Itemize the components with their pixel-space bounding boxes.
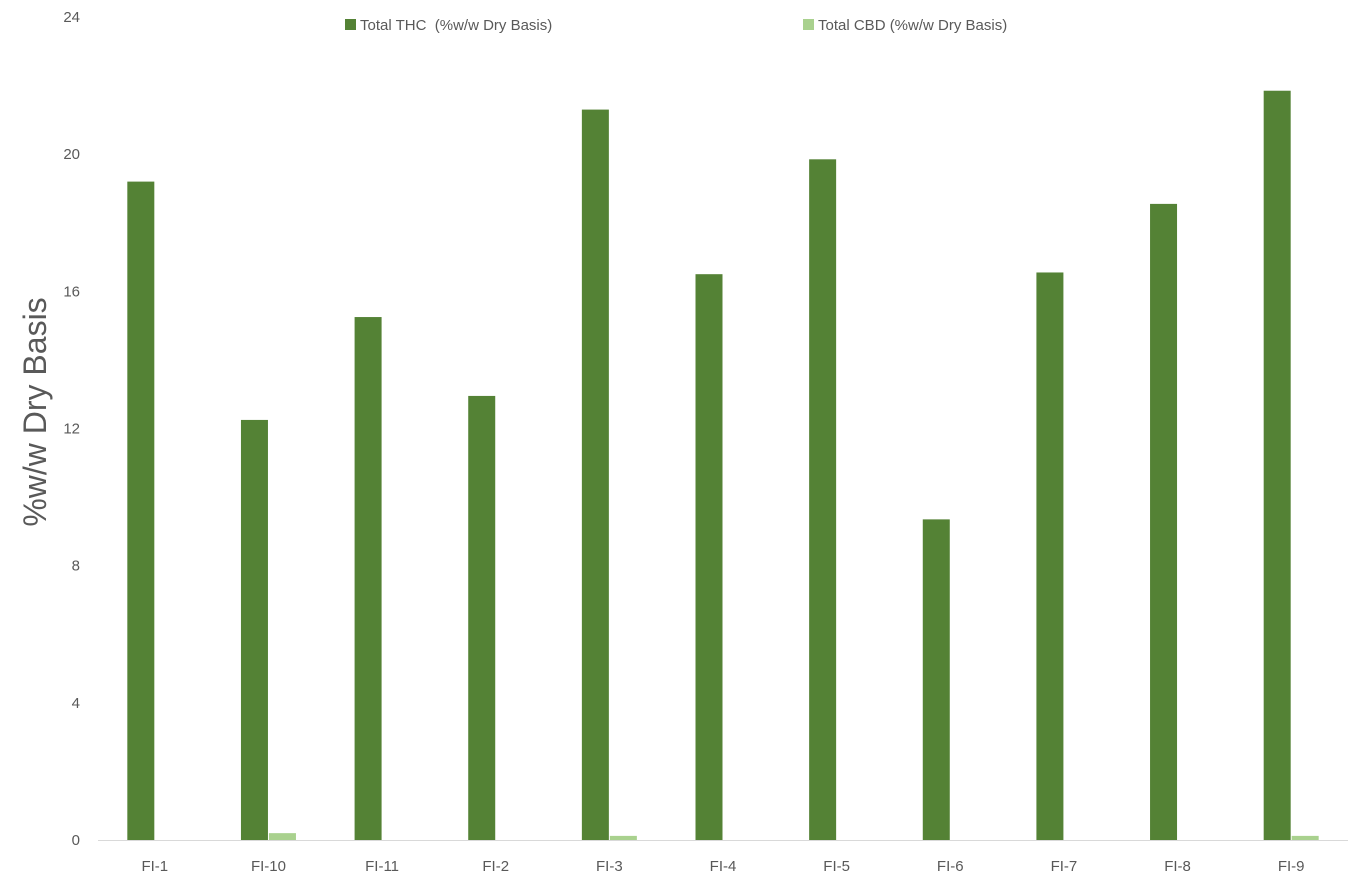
chart-legend: Total THC (%w/w Dry Basis) Total CBD (%w… bbox=[345, 17, 1007, 34]
y-tick-label: 8 bbox=[72, 558, 80, 575]
x-tick-label: FI-8 bbox=[1164, 858, 1191, 875]
bar-thc bbox=[581, 109, 609, 840]
bar-cbd bbox=[1291, 835, 1319, 840]
bar-cbd bbox=[268, 833, 296, 840]
bar-thc bbox=[354, 317, 382, 840]
y-tick-label: 20 bbox=[63, 146, 80, 163]
bar-thc bbox=[695, 274, 723, 840]
bar-thc bbox=[809, 159, 837, 840]
y-tick-label: 24 bbox=[63, 9, 80, 26]
x-tick-label: FI-9 bbox=[1278, 858, 1305, 875]
y-tick-label: 4 bbox=[72, 695, 80, 712]
bar-thc bbox=[1150, 203, 1178, 840]
x-tick-label: FI-3 bbox=[596, 858, 623, 875]
x-tick-label: FI-5 bbox=[823, 858, 850, 875]
y-tick-label: 0 bbox=[72, 832, 80, 849]
y-axis-ticks: 0 4 8 12 16 20 24 bbox=[63, 9, 80, 849]
x-tick-label: FI-10 bbox=[251, 858, 286, 875]
x-axis-ticks: FI-1 FI-10 FI-11 FI-2 FI-3 FI-4 FI-5 FI-6 FI-7 FI… bbox=[141, 858, 1304, 875]
bar-thc bbox=[127, 181, 155, 841]
bar-cbd bbox=[609, 835, 637, 840]
x-tick-label: FI-11 bbox=[365, 858, 399, 875]
bar-thc bbox=[468, 395, 496, 840]
y-tick-label: 16 bbox=[63, 283, 80, 300]
bar-thc bbox=[240, 419, 268, 840]
x-tick-label: FI-2 bbox=[482, 858, 509, 875]
y-axis-title: %w/w Dry Basis bbox=[17, 297, 53, 526]
x-tick-label: FI-1 bbox=[141, 858, 168, 875]
bar-thc bbox=[922, 519, 950, 840]
x-tick-label: FI-6 bbox=[937, 858, 964, 875]
bar-thc bbox=[1263, 90, 1291, 841]
x-tick-label: FI-7 bbox=[1051, 858, 1078, 875]
y-tick-label: 12 bbox=[63, 421, 80, 438]
legend-label-thc: Total THC (%w/w Dry Basis) bbox=[360, 17, 552, 34]
bar-marks bbox=[127, 90, 1319, 841]
legend-swatch-thc bbox=[345, 19, 356, 30]
bar-thc bbox=[1036, 272, 1064, 841]
x-tick-label: FI-4 bbox=[710, 858, 737, 875]
legend-label-cbd: Total CBD (%w/w Dry Basis) bbox=[818, 17, 1007, 34]
legend-swatch-cbd bbox=[803, 19, 814, 30]
